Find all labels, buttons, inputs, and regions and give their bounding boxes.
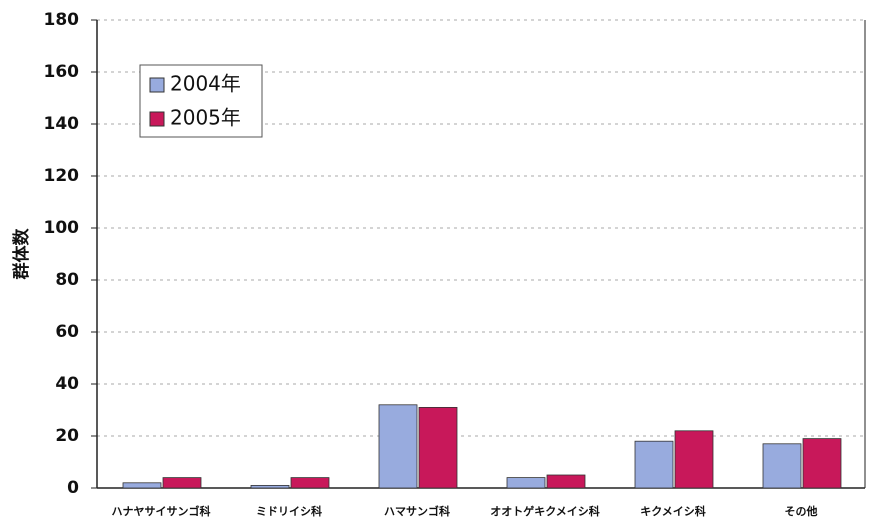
y-tick-label: 60 [55, 322, 79, 342]
y-axis-label: 群体数 [11, 228, 32, 280]
bar [250, 484, 290, 489]
x-tick-label: オオトゲキクメイシ科 [490, 504, 600, 518]
x-tick-label: その他 [785, 504, 818, 518]
x-tick-label: ミドリイシ科 [256, 504, 322, 518]
bar [506, 477, 546, 489]
x-tick-label: ハナヤサイサンゴ科 [112, 504, 211, 518]
y-tick-label: 180 [44, 10, 80, 30]
bar [546, 474, 586, 489]
y-tick-label: 0 [67, 478, 79, 498]
bar [674, 430, 714, 489]
bar [802, 438, 842, 489]
bar [634, 440, 674, 489]
legend-swatch [149, 77, 165, 93]
bar [122, 482, 162, 489]
y-tick-label: 120 [44, 166, 80, 186]
legend-label: 2005年 [170, 106, 241, 130]
bar [162, 477, 202, 489]
y-tick-label: 160 [44, 62, 80, 82]
legend-label: 2004年 [170, 72, 241, 96]
x-tick-label: ハマサンゴ科 [384, 504, 450, 518]
y-tick-label: 40 [55, 374, 79, 394]
bar [418, 406, 458, 489]
y-tick-label: 80 [55, 270, 79, 290]
y-tick-label: 140 [44, 114, 80, 134]
bar [290, 477, 330, 489]
x-tick-label: キクメイシ科 [640, 504, 706, 518]
legend-swatch [149, 111, 165, 127]
y-tick-label: 20 [55, 426, 79, 446]
y-tick-label: 100 [44, 218, 80, 238]
bar [762, 443, 802, 489]
bar [378, 404, 418, 489]
